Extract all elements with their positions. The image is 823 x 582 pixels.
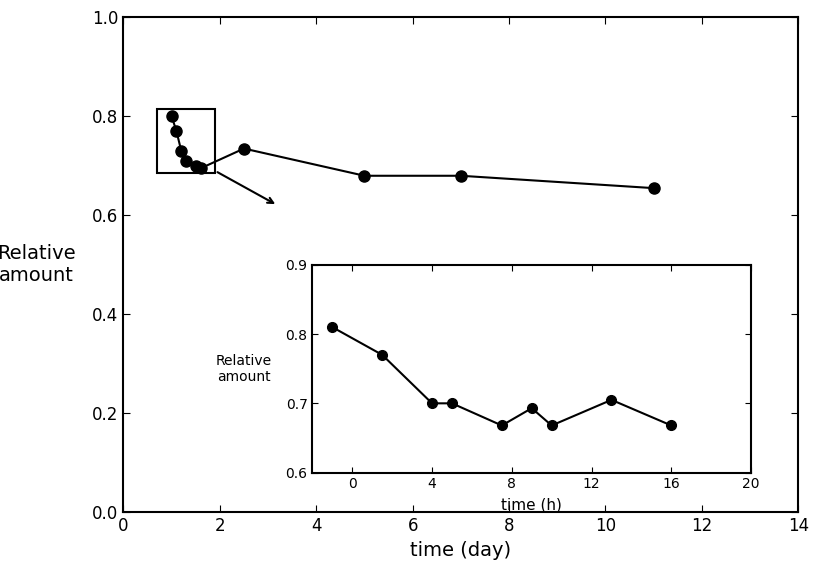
X-axis label: time (day): time (day)	[411, 541, 511, 559]
Bar	[157, 109, 215, 173]
Y-axis label: Relative
amount: Relative amount	[0, 244, 76, 285]
